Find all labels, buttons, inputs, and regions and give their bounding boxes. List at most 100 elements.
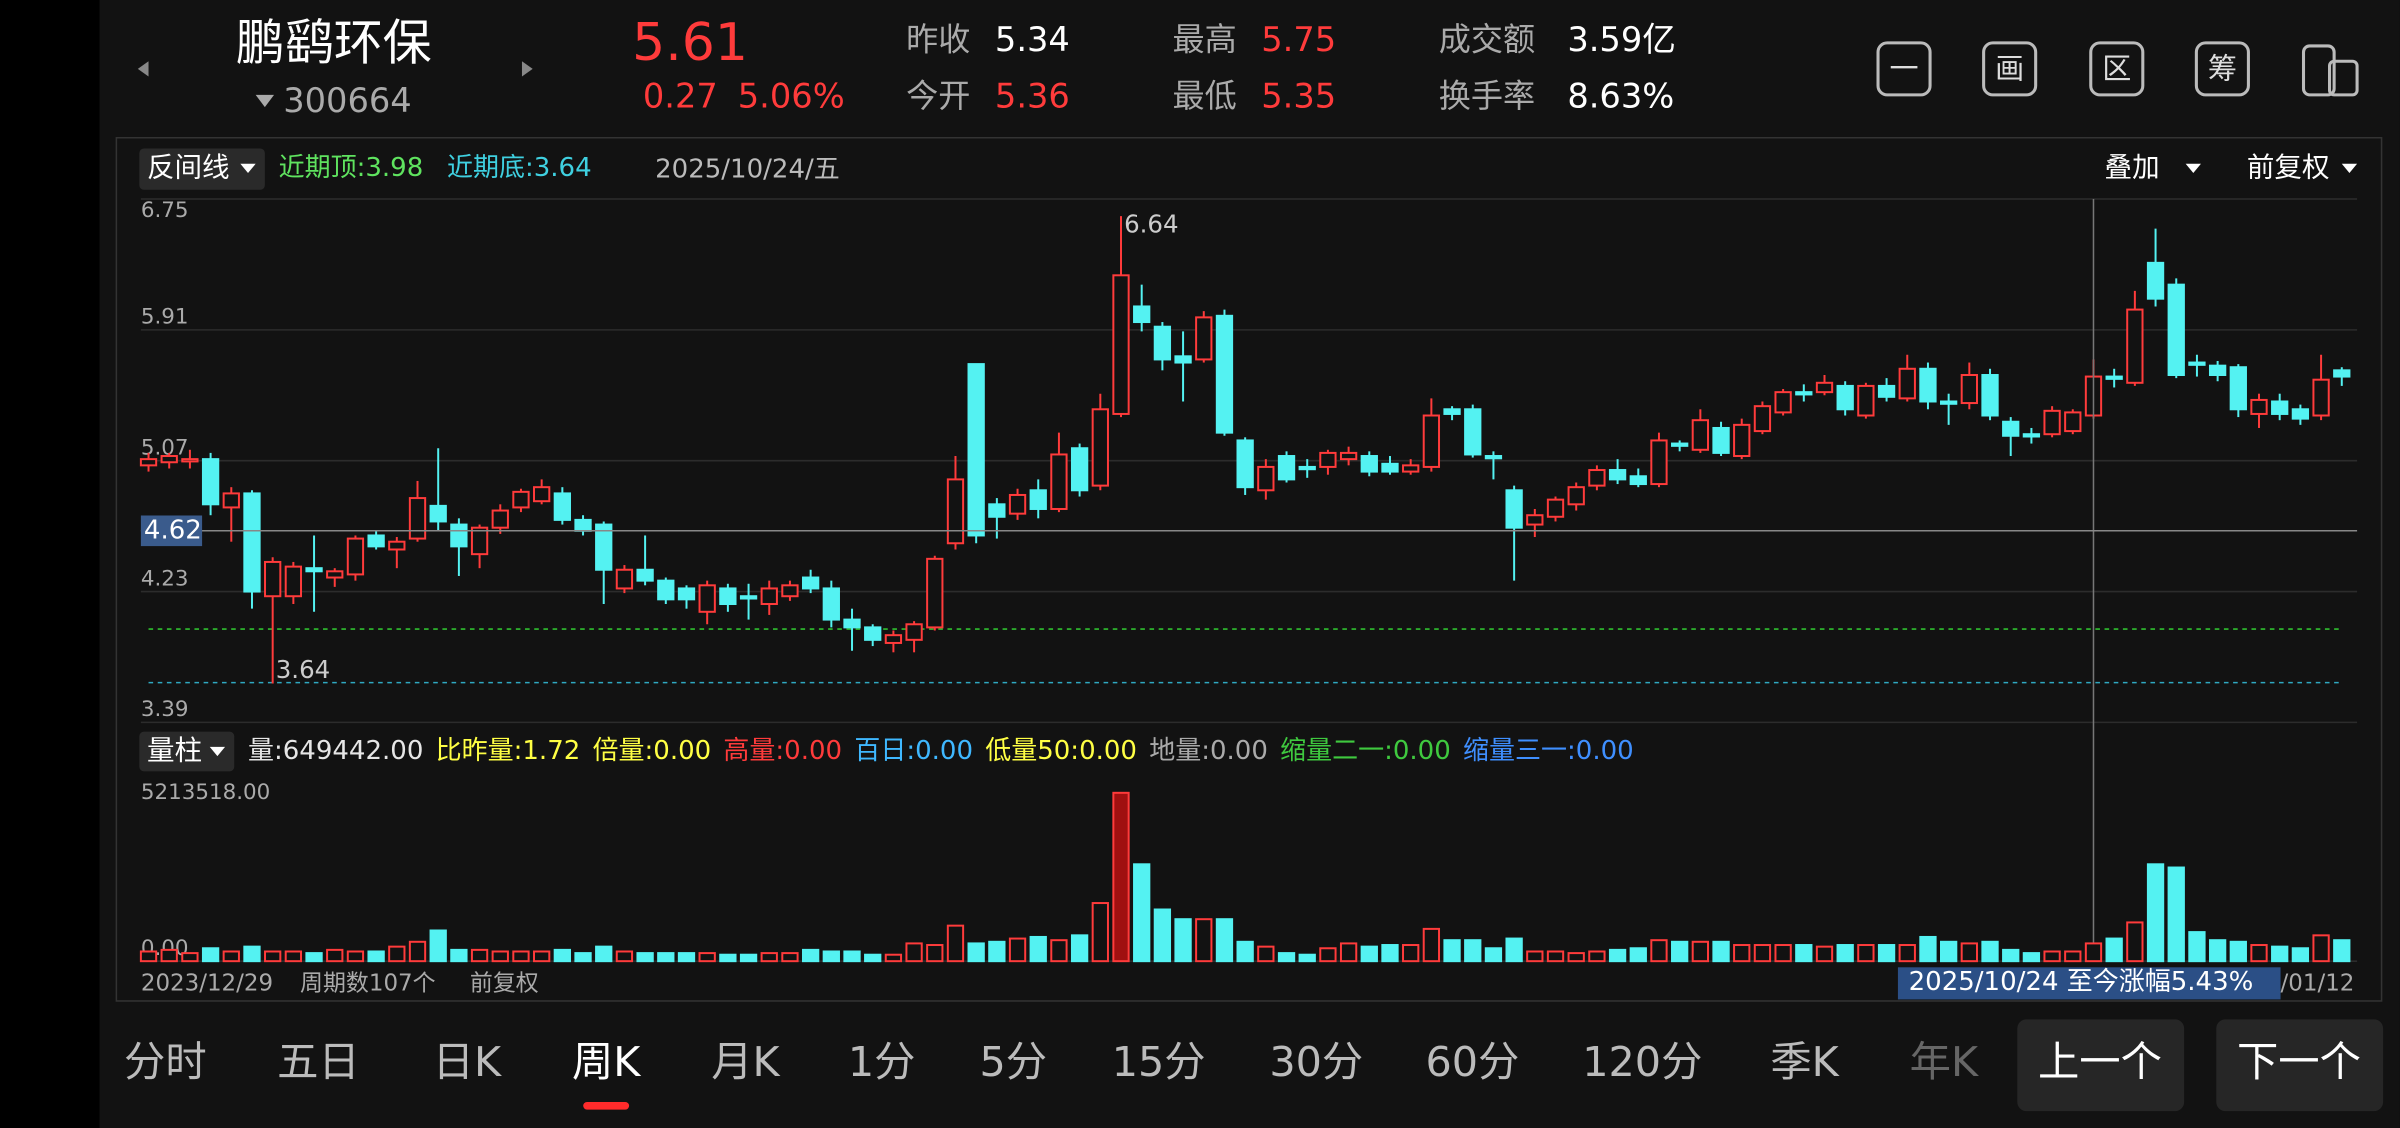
volume-bar [1960,942,1978,963]
candle-body [1650,439,1668,486]
period-tab[interactable]: 5分 [979,1038,1047,1086]
period-tab[interactable]: 分时 [124,1038,207,1086]
volume-bar [1070,934,1089,963]
stat-label: 今开 [906,77,970,115]
volume-bar [2271,945,2289,963]
volume-bar [1733,944,1751,963]
volume-stat: 高量:0.00 [723,736,842,766]
volume-bar [1505,937,1523,963]
stat-value: 5.35 [1261,76,1336,115]
volume-bar [1153,908,1172,963]
period-tab[interactable]: 120分 [1582,1038,1702,1086]
volume-bar [264,950,282,963]
dropdown-arrow [2341,163,2358,173]
volume-bar [1795,944,1813,963]
period-tab[interactable]: 季K [1770,1038,1839,1086]
candle-body [284,565,303,598]
volume-bar [1815,945,1834,963]
candle-body [2208,364,2227,377]
volume-bar [905,942,923,963]
period-tab[interactable]: 60分 [1425,1038,1519,1086]
candle-body [1174,355,1192,364]
volume-bar [1174,918,1192,963]
candle-body [739,595,758,600]
candle-body [1712,426,1730,454]
candle-body [843,618,861,629]
volume-bar [1277,952,1296,963]
candle-body [1298,465,1316,471]
period-tab[interactable]: 30分 [1269,1038,1363,1086]
next-stock[interactable] [521,61,533,77]
volume-box[interactable] [139,731,235,772]
candle-body [470,526,489,556]
stock-code: 300664 [283,81,411,120]
volume-bar [1650,939,1668,963]
volume-bar [926,944,944,963]
code-dropdown[interactable] [255,94,275,108]
device-icon[interactable] [2301,44,2336,97]
tool-button[interactable] [1982,41,2038,97]
tool-button[interactable] [2089,41,2145,97]
candle-body [2002,420,2020,437]
period-tab[interactable]: 1分 [848,1038,916,1086]
volume-bar [2084,942,2103,963]
candle-body [1319,451,1337,468]
candle-body [450,523,468,548]
range-change: 2025/10/24 至今涨幅5.43% [1909,967,2254,997]
tool-button[interactable] [2194,41,2250,97]
candle-body [1671,442,1689,447]
price-chart: 6.755.915.074.233.396.643.644.62 [139,198,2358,962]
adjust[interactable]: 前复权 [2247,151,2330,183]
volume-bar [388,945,406,963]
prev-button[interactable] [2017,1019,2185,1112]
volume-bar [2002,948,2020,963]
volume-stat: 量:649442.00 [248,736,423,766]
candle-body [346,537,365,576]
period-tab[interactable]: 月K [711,1038,780,1086]
volume-bar [1608,948,1627,963]
stat-label: 最高 [1172,20,1236,58]
period-tab[interactable]: 年K [1910,1038,1979,1086]
volume-bar [1774,944,1792,963]
candle-body [2291,408,2310,420]
candle-body [1981,374,1999,417]
candle-body [1112,274,1130,415]
volume-bar [615,950,634,963]
volume-bar [346,950,365,963]
next-button[interactable] [2216,1019,2384,1112]
candle-body [222,492,240,509]
volume-bar [491,950,509,963]
period-tab[interactable]: 五日 [277,1038,360,1086]
candle-body [926,557,944,629]
indicator-box[interactable] [139,148,265,190]
volume-bar [1877,944,1896,963]
candle-body [1960,374,1978,405]
max-label: 6.64 [1124,209,1178,238]
candle-body [2271,400,2289,415]
period-tab[interactable]: 周K [572,1038,641,1086]
volume-bar [450,948,468,963]
candle-body [1836,384,1854,411]
candle-body [884,634,903,644]
candle-body [988,503,1006,518]
volume-tick-label: 5213518.00 [141,780,270,805]
tool-button[interactable] [1876,41,1932,97]
dropdown-arrow [240,163,256,173]
volume-bar [739,953,758,963]
candle-body [1257,465,1275,492]
volume-bar [636,952,654,963]
candle-body [1008,493,1027,515]
volume-bar [1402,944,1420,963]
prev-stock[interactable] [137,61,149,77]
candle-body [1795,391,1813,396]
period-tab[interactable]: 15分 [1112,1038,1206,1086]
stat-label: 成交额 [1439,20,1535,58]
dropdown-arrow [2185,163,2201,173]
volume-bar [1195,918,1213,963]
overlay[interactable]: 叠加 [2105,151,2160,183]
volume-bar [781,952,799,963]
candle-body [553,492,571,521]
volume-bar [326,948,344,963]
period-tab[interactable]: 日K [433,1038,502,1086]
